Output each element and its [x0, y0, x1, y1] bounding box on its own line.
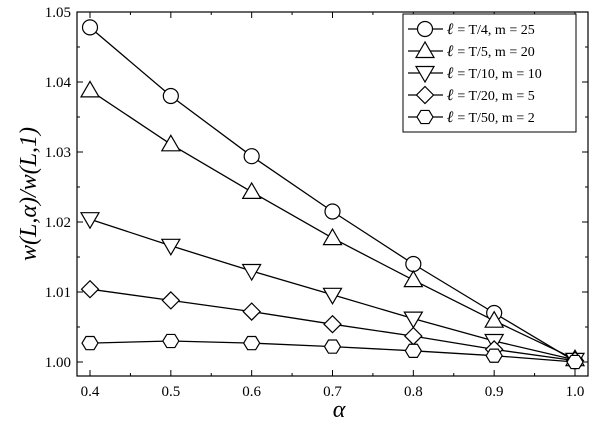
x-tick-label: 0.7: [323, 384, 342, 400]
series-point: [566, 354, 584, 370]
legend-label: ℓ = T/10, m = 10: [446, 65, 542, 82]
series-point: [403, 311, 424, 329]
series-point: [162, 87, 179, 105]
x-tick-label: 0.8: [404, 384, 423, 400]
series-point: [323, 314, 342, 334]
series-point: [241, 181, 262, 199]
y-tick-label: 1.01: [45, 285, 71, 301]
legend-marker: [416, 20, 434, 38]
series-point: [403, 269, 424, 288]
legend-label-text: = T/4, m = 25: [454, 23, 535, 38]
legend-label: ℓ = T/5, m = 20: [446, 43, 535, 60]
series-point: [404, 343, 423, 358]
legend-label: ℓ = T/20, m = 5: [446, 87, 535, 104]
series-point: [80, 279, 100, 299]
series-point: [79, 212, 101, 230]
series-point: [323, 339, 342, 354]
series-point: [81, 335, 99, 351]
x-axis-title: α: [333, 397, 346, 422]
legend-ell-symbol: ℓ: [446, 65, 454, 82]
legend-ell-symbol: ℓ: [446, 43, 454, 60]
legend-ell-symbol: ℓ: [446, 87, 454, 104]
legend-ell-symbol: ℓ: [446, 21, 454, 38]
series-point: [243, 148, 260, 165]
series-point: [160, 238, 181, 256]
series-point: [242, 335, 261, 351]
legend: ℓ = T/4, m = 25ℓ = T/5, m = 20ℓ = T/10, …: [402, 13, 577, 133]
series-point: [484, 310, 505, 328]
series-markers: [79, 19, 586, 371]
legend-ell-symbol: ℓ: [446, 109, 454, 126]
y-tick-label: 1.05: [45, 5, 71, 21]
series-point: [161, 291, 181, 310]
series-point: [324, 203, 341, 220]
legend-label-text: = T/50, m = 2: [454, 111, 535, 126]
series-point: [403, 326, 423, 346]
series-point: [242, 302, 262, 321]
legend-marker: [414, 65, 436, 84]
legend-marker: [416, 109, 434, 125]
legend-label: ℓ = T/50, m = 2: [446, 109, 535, 126]
legend-label: ℓ = T/4, m = 25: [446, 21, 535, 38]
y-tick-label: 1.04: [45, 75, 72, 91]
y-axis-title: w(L,α)/w(L,1): [16, 127, 42, 261]
axis-ticks: 0.4 0.5 0.6 0.7 0.8 0.9 1.0 1.00 1.01 1.02 1.03 1.0…: [45, 5, 588, 400]
series-point: [81, 19, 99, 36]
series-point: [405, 255, 422, 273]
legend-marker: [415, 85, 435, 105]
legend-label-text: = T/20, m = 5: [454, 89, 535, 104]
series-point: [162, 333, 180, 349]
x-tick-label: 1.0: [566, 384, 585, 400]
legend-label-text: = T/10, m = 10: [454, 67, 542, 82]
x-tick-label: 0.6: [242, 384, 261, 400]
y-tick-label: 1.00: [45, 355, 71, 371]
x-tick-label: 0.5: [161, 384, 180, 400]
x-tick-label: 0.4: [81, 384, 100, 400]
series-point: [322, 287, 343, 305]
x-tick-label: 0.9: [485, 384, 504, 400]
series-point: [322, 227, 343, 246]
legend-marker: [414, 40, 436, 59]
series-point: [241, 263, 262, 282]
series-point: [160, 134, 181, 152]
legend-label-text: = T/5, m = 20: [454, 45, 535, 60]
y-tick-label: 1.03: [45, 145, 71, 161]
series-point: [79, 80, 101, 98]
y-tick-label: 1.02: [45, 215, 71, 231]
series-point: [485, 348, 503, 363]
